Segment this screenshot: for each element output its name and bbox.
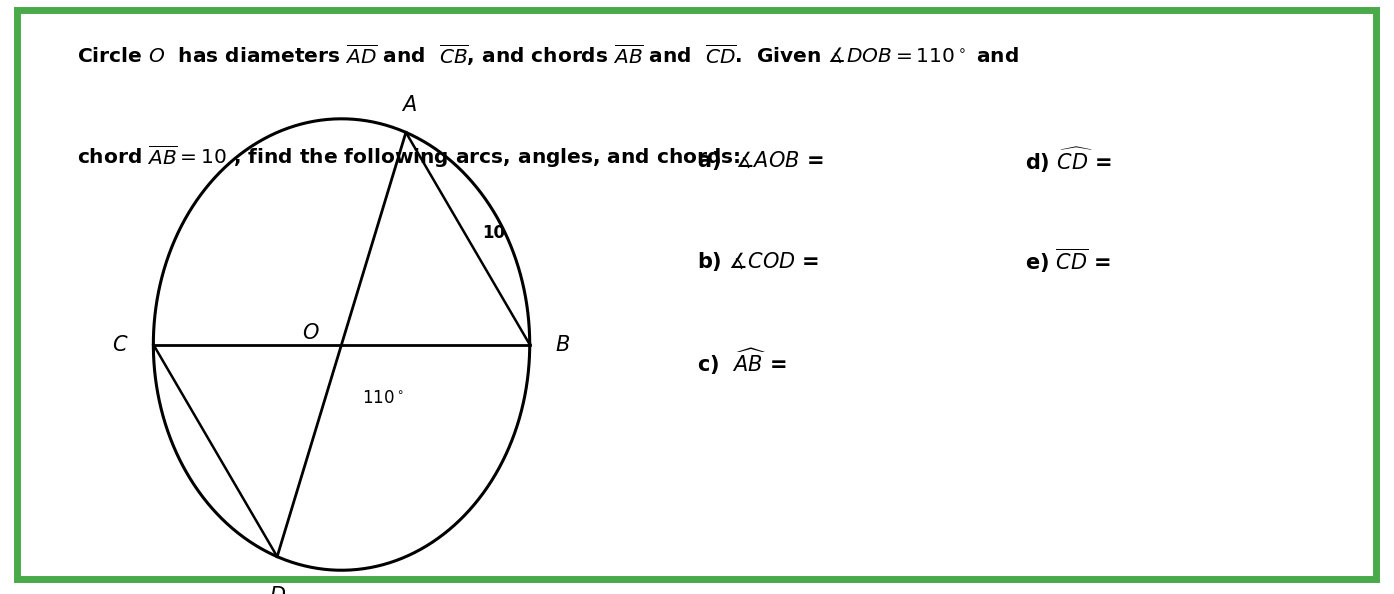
Text: $110^\circ$: $110^\circ$ [362,389,404,407]
FancyBboxPatch shape [17,10,1376,579]
Text: d) $\widehat{CD}$ =: d) $\widehat{CD}$ = [1025,146,1111,175]
Text: a)  $\measuredangle AOB$ =: a) $\measuredangle AOB$ = [697,149,824,172]
Text: $\mathit{O}$: $\mathit{O}$ [302,323,319,343]
Text: $\mathit{A}$: $\mathit{A}$ [400,94,417,115]
Text: c)  $\widehat{AB}$ =: c) $\widehat{AB}$ = [697,347,786,377]
Text: Circle $\mathit{O}$  has diameters $\overline{AD}$ and  $\overline{CB}$, and cho: Circle $\mathit{O}$ has diameters $\over… [77,42,1019,68]
Text: 10: 10 [482,223,505,242]
Text: $\mathit{C}$: $\mathit{C}$ [112,334,128,355]
Text: $\mathit{D}$: $\mathit{D}$ [269,586,286,594]
Text: chord $\overline{AB} = 10$ , find the following arcs, angles, and chords:: chord $\overline{AB} = 10$ , find the fo… [77,143,740,169]
Text: $\mathit{B}$: $\mathit{B}$ [555,334,570,355]
Text: b) $\measuredangle COD$ =: b) $\measuredangle COD$ = [697,250,820,273]
Text: e) $\overline{CD}$ =: e) $\overline{CD}$ = [1025,247,1111,276]
